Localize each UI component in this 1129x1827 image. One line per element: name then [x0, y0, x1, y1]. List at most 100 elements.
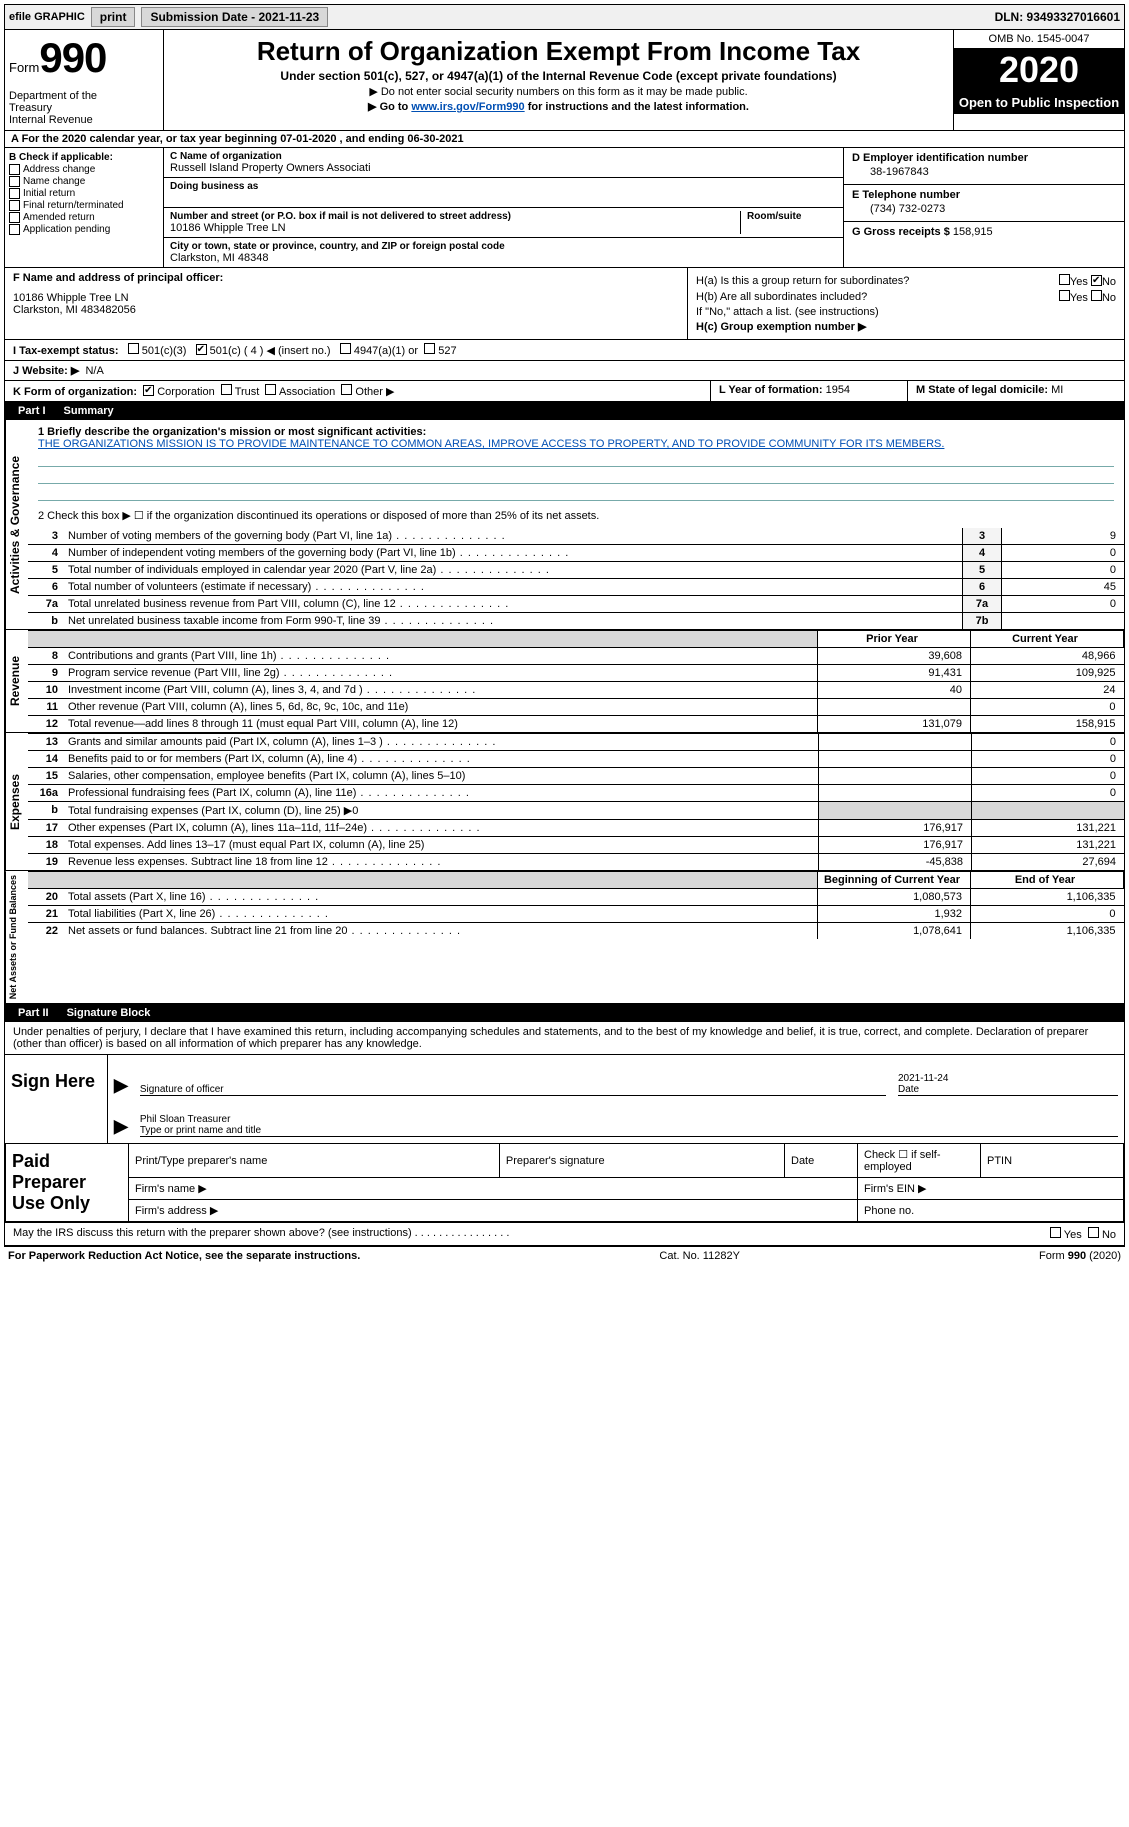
fyr: 2020: [1093, 1250, 1117, 1262]
expenses-section: Expenses 13Grants and similar amounts pa…: [4, 733, 1125, 871]
header-right: OMB No. 1545-0047 2020 Open to Public In…: [953, 30, 1124, 130]
section-bcde: B Check if applicable: Address change Na…: [4, 148, 1125, 268]
ln: 4: [28, 545, 64, 562]
p: 176,917: [819, 837, 972, 854]
ln: 10: [28, 682, 64, 699]
d: Salaries, other compensation, employee b…: [68, 770, 465, 782]
top-bar: efile GRAPHIC print Submission Date - 20…: [4, 4, 1125, 30]
efile-label: efile GRAPHIC: [9, 11, 85, 23]
c: 0: [971, 906, 1124, 923]
ln: 18: [28, 837, 64, 854]
mission-text: THE ORGANIZATIONS MISSION IS TO PROVIDE …: [38, 438, 1114, 450]
domicile: MI: [1051, 384, 1063, 396]
c: 0: [972, 768, 1125, 785]
print-button[interactable]: print: [91, 7, 136, 27]
c: 131,221: [972, 820, 1125, 837]
ln: b: [28, 802, 64, 820]
i-o1: 501(c)(3): [142, 345, 187, 357]
tax-year: 2020: [954, 49, 1124, 91]
part2-header: Part II Signature Block: [4, 1004, 1125, 1022]
no-txt: No: [1102, 276, 1116, 288]
treasury-dept: Department of theTreasuryInternal Revenu…: [9, 90, 159, 126]
net-section: Net Assets or Fund Balances Beginning of…: [4, 871, 1125, 1004]
officer-addr1: 10186 Whipple Tree LN: [13, 292, 679, 304]
i-4947[interactable]: [340, 343, 351, 354]
prep-name-cell: Print/Type preparer's name: [129, 1144, 500, 1178]
check-amended[interactable]: [9, 212, 20, 223]
discuss-yes[interactable]: [1050, 1227, 1061, 1238]
room-label: Room/suite: [747, 211, 837, 222]
c: 0: [972, 734, 1125, 751]
i-501c3[interactable]: [128, 343, 139, 354]
discuss-question: May the IRS discuss this return with the…: [13, 1227, 1050, 1241]
k-corp[interactable]: [143, 385, 154, 396]
no-txt2: No: [1102, 292, 1116, 304]
bn: 7a: [963, 596, 1002, 613]
d: Other revenue (Part VIII, column (A), li…: [68, 701, 408, 713]
gross-label: G Gross receipts $: [852, 226, 950, 238]
i-501c[interactable]: [196, 344, 207, 355]
header: Form 990 Department of theTreasuryIntern…: [4, 30, 1125, 131]
paid-preparer-label: Paid Preparer Use Only: [6, 1144, 129, 1222]
opt-pending: Application pending: [23, 224, 110, 235]
form-number: 990: [39, 34, 106, 82]
d: Contributions and grants (Part VIII, lin…: [68, 650, 277, 662]
blank-line: [38, 469, 1114, 484]
ssn-note: ▶ Do not enter social security numbers o…: [172, 85, 945, 98]
p: 40: [818, 682, 971, 699]
blank-line: [38, 486, 1114, 501]
firm-ein-cell: Firm's EIN ▶: [858, 1178, 1124, 1200]
summary-table: 3Number of voting members of the governi…: [28, 528, 1124, 629]
i-527[interactable]: [424, 343, 435, 354]
ha-no[interactable]: [1091, 275, 1102, 286]
city-label: City or town, state or province, country…: [170, 241, 837, 252]
k-assoc[interactable]: [265, 384, 276, 395]
header-left: Form 990 Department of theTreasuryIntern…: [5, 30, 164, 130]
vert-revenue: Revenue: [5, 630, 28, 732]
d: Total fundraising expenses (Part IX, col…: [68, 805, 358, 817]
check-final-return[interactable]: [9, 200, 20, 211]
k-trust[interactable]: [221, 384, 232, 395]
p: [819, 785, 972, 802]
ha-yes[interactable]: [1059, 274, 1070, 285]
cat-no: Cat. No. 11282Y: [659, 1250, 740, 1262]
section-j: J Website: ▶ N/A: [4, 361, 1125, 381]
hb-yes[interactable]: [1059, 290, 1070, 301]
irs-link[interactable]: www.irs.gov/Form990: [411, 101, 524, 113]
col-b: B Check if applicable: Address change Na…: [5, 148, 164, 267]
net-hdr-c: End of Year: [971, 872, 1124, 889]
p: [819, 751, 972, 768]
bn: 6: [963, 579, 1002, 596]
revenue-table: Prior YearCurrent Year 8Contributions an…: [28, 630, 1124, 732]
perjury-declaration: Under penalties of perjury, I declare th…: [5, 1022, 1124, 1054]
sig-date: 2021-11-24: [898, 1073, 948, 1084]
p: 131,079: [818, 716, 971, 733]
hb-no[interactable]: [1091, 290, 1102, 301]
officer-box: F Name and address of principal officer:…: [5, 268, 688, 339]
p: 39,608: [818, 648, 971, 665]
mission-label: 1 Briefly describe the organization's mi…: [38, 426, 1114, 438]
d: Other expenses (Part IX, column (A), lin…: [68, 822, 367, 834]
desc: Total number of individuals employed in …: [68, 564, 436, 576]
dln: DLN: 93493327016601: [995, 10, 1120, 24]
bv: 9: [1002, 528, 1125, 545]
yes-txt2: Yes: [1070, 292, 1088, 304]
h-a-label: H(a) Is this a group return for subordin…: [696, 275, 1059, 287]
check-address-change[interactable]: [9, 164, 20, 175]
dba-value: [170, 192, 837, 204]
officer-signature-field[interactable]: Signature of officer: [140, 1072, 886, 1096]
tel-label: E Telephone number: [852, 189, 1116, 201]
check-name-change[interactable]: [9, 176, 20, 187]
check-initial-return[interactable]: [9, 188, 20, 199]
h-box: H(a) Is this a group return for subordin…: [688, 268, 1124, 339]
discuss-no[interactable]: [1088, 1227, 1099, 1238]
expenses-table: 13Grants and similar amounts paid (Part …: [28, 733, 1124, 870]
k-other[interactable]: [341, 384, 352, 395]
net-hdr-p: Beginning of Current Year: [818, 872, 971, 889]
k-o2: Trust: [235, 386, 260, 398]
check-pending[interactable]: [9, 224, 20, 235]
ln: 14: [28, 751, 64, 768]
ein-label: D Employer identification number: [852, 152, 1116, 164]
h-c-label: H(c) Group exemption number ▶: [696, 320, 866, 333]
c: 27,694: [972, 854, 1125, 871]
